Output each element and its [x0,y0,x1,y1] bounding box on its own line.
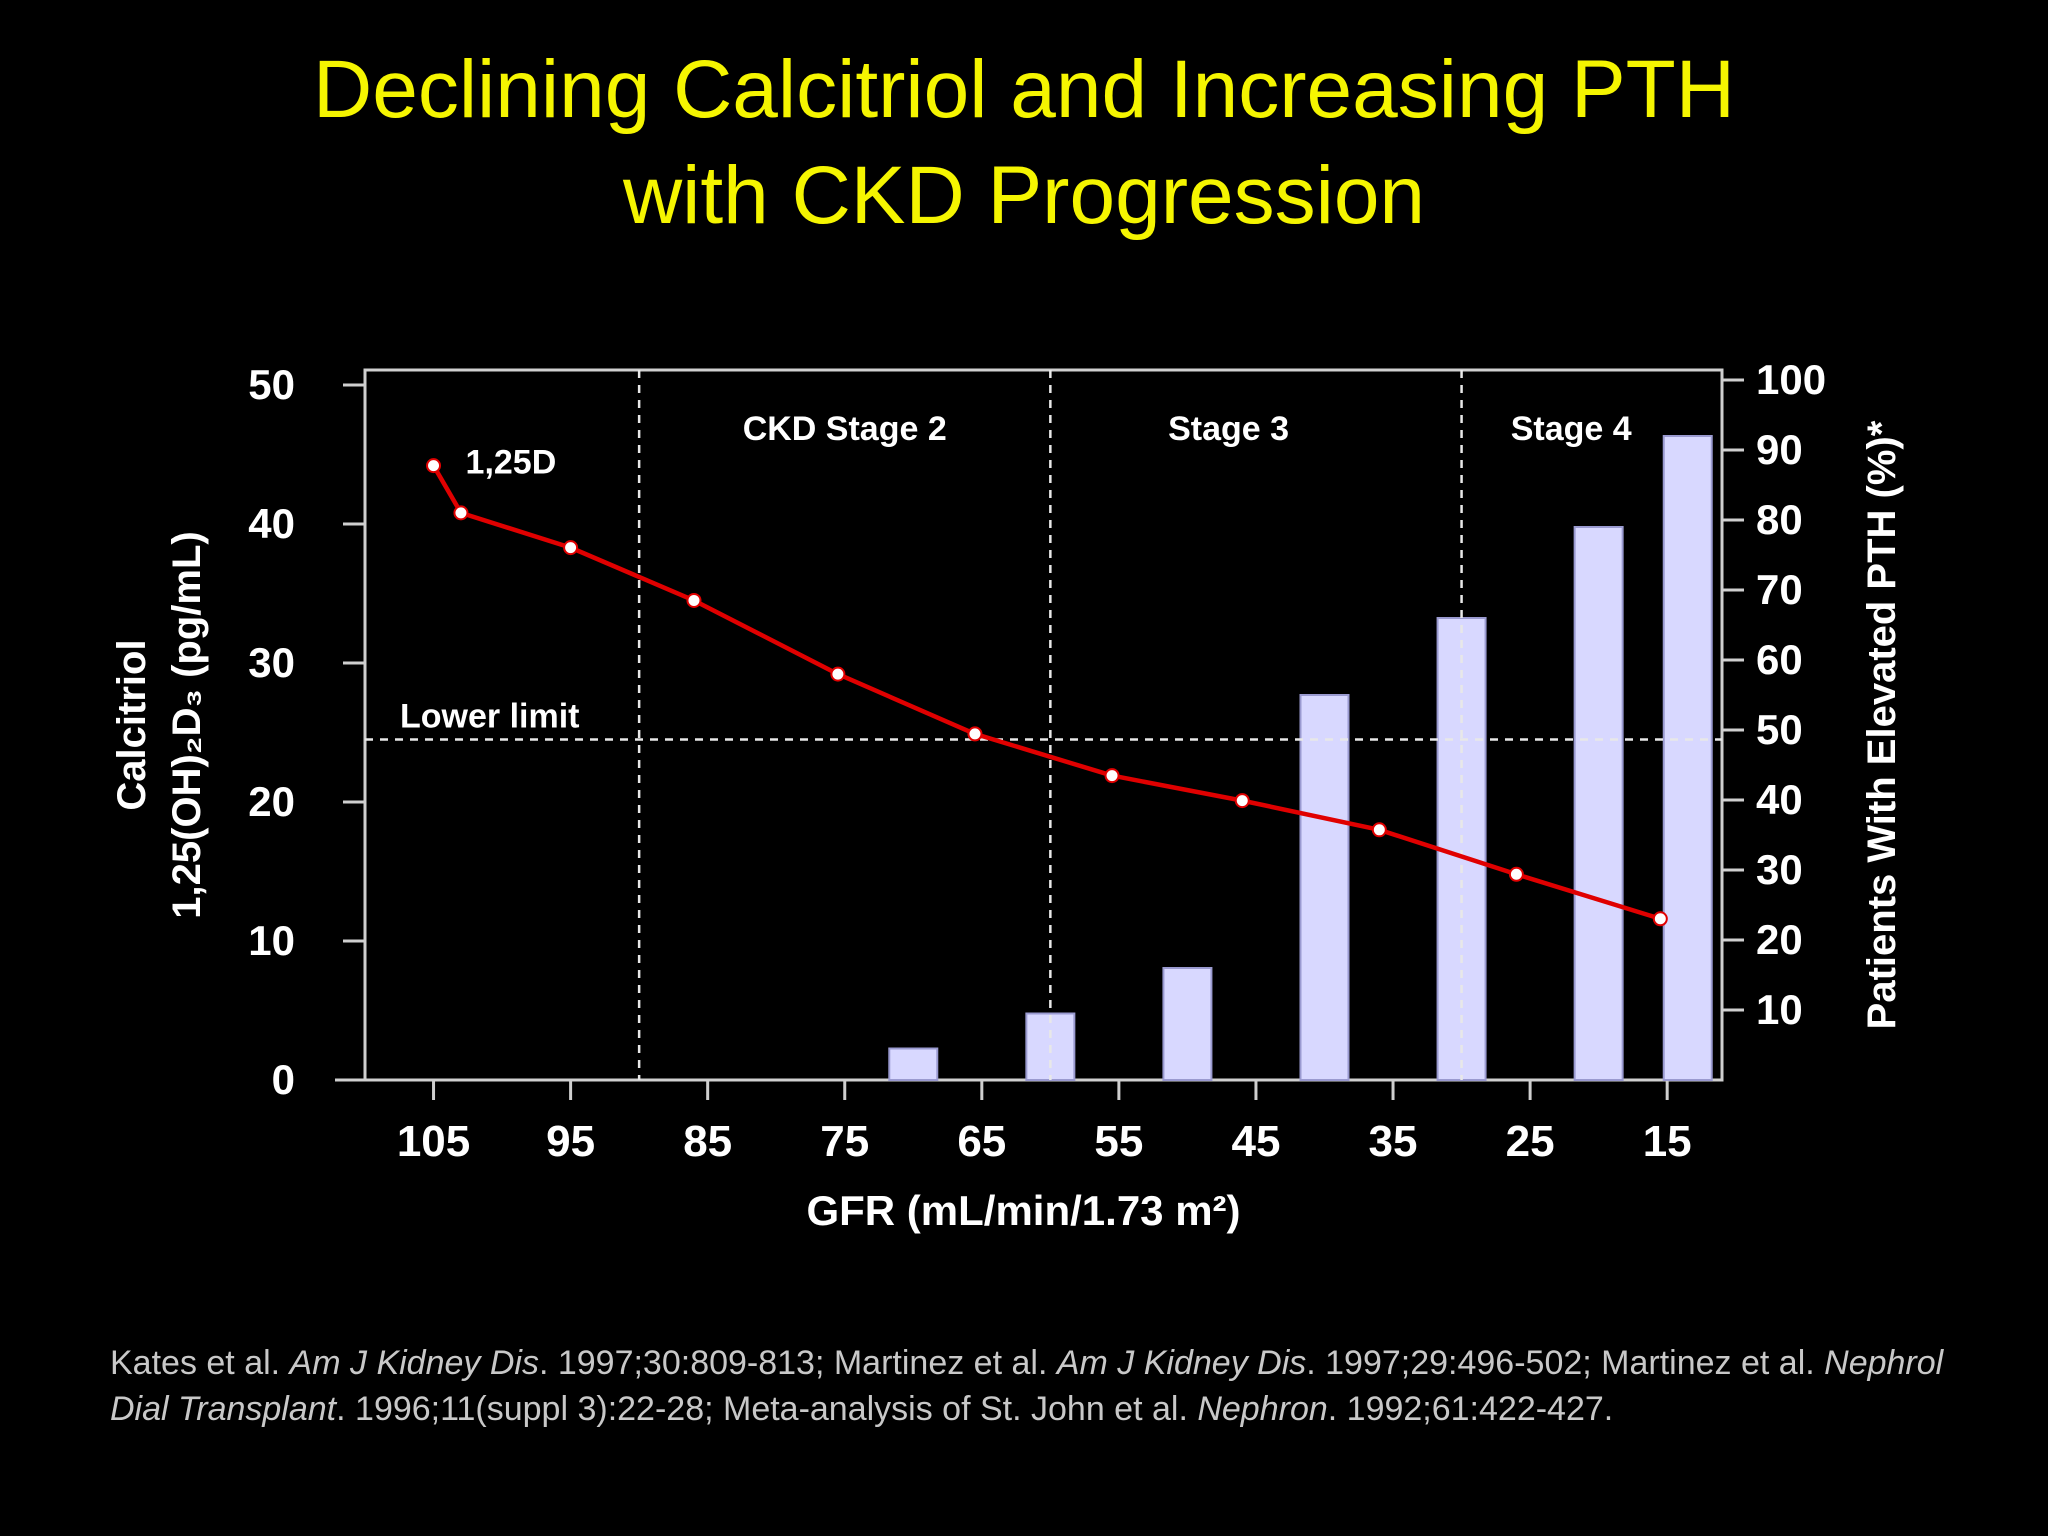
lower-limit-label: Lower limit [400,697,579,735]
calcitriol-point [563,540,579,556]
calcitriol-point [1371,822,1387,838]
citation-part: . 1997;29:496-502; Martinez et al. [1306,1344,1825,1382]
x-tick-label: 75 [820,1117,869,1166]
x-tick-label: 55 [1094,1117,1143,1166]
pth-bar [1299,694,1350,1081]
y-right-tick-label: 70 [1756,566,1803,613]
citation-journal: Nephron [1197,1390,1328,1428]
stage-label: Stage 4 [1511,410,1632,448]
y-right-label: Patients With Elevated PTH (%)* [1860,420,1904,1029]
stage-label: CKD Stage 2 [743,410,947,448]
y-right-tick-label: 30 [1756,846,1803,893]
pth-bar [888,1047,939,1081]
x-tick-label: 45 [1231,1117,1280,1166]
citation-journal: Nephrol Dial Transplant [110,1344,1944,1428]
citation-journal: Am J Kidney Dis [289,1344,539,1382]
pth-bar [1162,967,1213,1081]
pth-bar [1662,435,1713,1081]
calcitriol-point [967,726,983,742]
calcitriol-point [686,592,702,608]
x-tick-label: 95 [546,1117,595,1166]
y-left-tick-label: 10 [248,917,295,964]
calcitriol-point [1104,768,1120,784]
stage-label: Stage 3 [1168,410,1289,448]
chart-title-line-1: Declining Calcitriol and Increasing PTH [313,44,1735,135]
x-tick-label: 25 [1506,1117,1555,1166]
x-tick-label: 105 [397,1117,470,1166]
y-left-tick-label: 0 [272,1056,295,1103]
calcitriol-point [453,505,469,521]
calcitriol-point [1234,793,1250,809]
citation-part: . 1997;30:809-813; Martinez et al. [538,1344,1057,1382]
y-left-tick-label: 50 [248,361,295,408]
calcitriol-point [1652,911,1668,927]
series-label-1-25d: 1,25D [466,444,557,482]
x-tick-label: 15 [1643,1117,1692,1166]
y-right-tick-label: 90 [1756,426,1803,473]
x-axis-label: GFR (mL/min/1.73 m²) [806,1187,1240,1234]
y-right-tick-label: 40 [1756,776,1803,823]
x-tick-label: 65 [957,1117,1006,1166]
citation-part: . 1996;11(suppl 3):22-28; Meta-analysis … [336,1390,1198,1428]
citation-part: . 1992;61:422-427. [1327,1390,1614,1428]
x-tick-label: 35 [1369,1117,1418,1166]
pth-bar [1573,526,1624,1081]
y-right-tick-label: 50 [1756,706,1803,753]
y-right-tick-label: 20 [1756,916,1803,963]
y-left-label-line-2: 1,25(OH)₂D₃ (pg/mL) [165,531,209,918]
y-left-label-line-1: Calcitriol [110,639,154,810]
x-tick-label: 85 [683,1117,732,1166]
citation-journal: Am J Kidney Dis [1056,1344,1307,1382]
calcitriol-point [830,666,846,682]
calcitriol-point [426,458,442,474]
y-right-tick-label: 100 [1756,356,1826,403]
y-right-tick-label: 60 [1756,636,1803,683]
y-left-tick-label: 30 [248,639,295,686]
y-right-tick-label: 80 [1756,496,1803,543]
y-right-tick-label: 10 [1756,986,1803,1033]
citation-part: Kates et al. [110,1344,290,1382]
chart-title-line-2: with CKD Progression [622,150,1426,241]
calcitriol-point [1508,866,1524,882]
y-left-tick-label: 20 [248,778,295,825]
y-left-tick-label: 40 [248,500,295,547]
citation: Kates et al. Am J Kidney Dis. 1997;30:80… [110,1340,1990,1432]
